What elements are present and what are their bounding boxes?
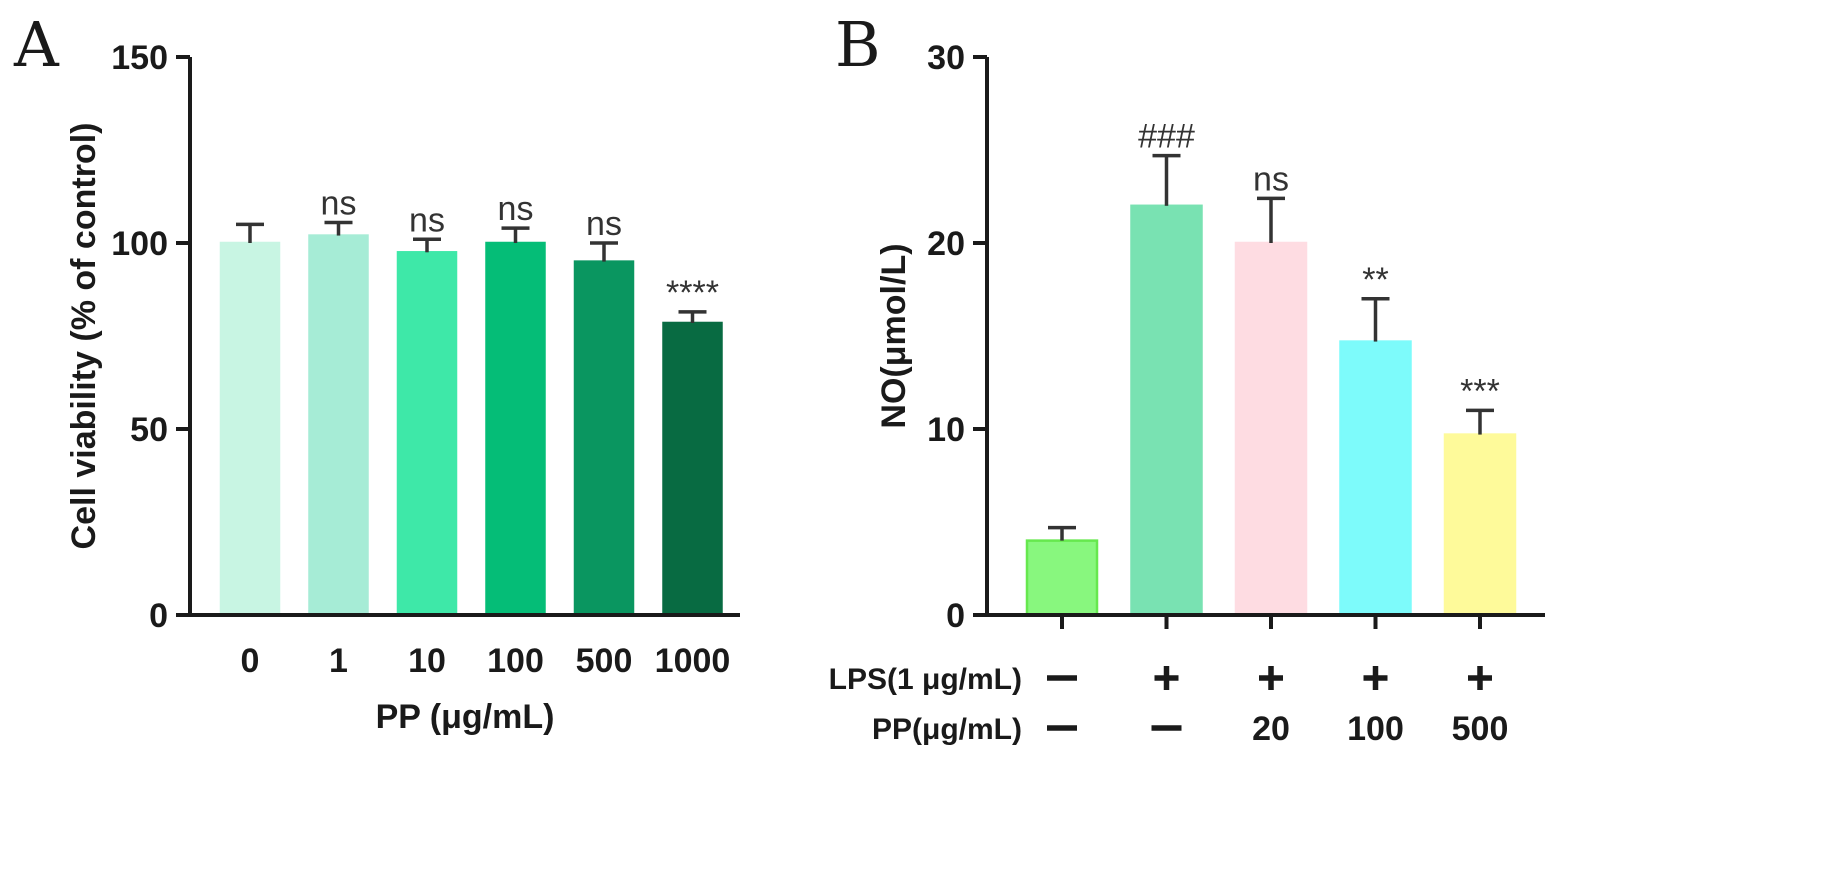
- panel-letter: A: [13, 8, 60, 81]
- x-tick-label: 500: [576, 642, 633, 680]
- panel-letter: B: [835, 8, 881, 81]
- y-tick-label: 20: [927, 225, 965, 263]
- y-tick-label: 150: [111, 39, 168, 77]
- treatment-row-value: 100: [1347, 710, 1404, 748]
- bar-100: [485, 241, 546, 617]
- treatment-row-value: 20: [1252, 710, 1290, 748]
- y-tick-label: 30: [927, 39, 965, 77]
- significance-label: ns: [498, 190, 534, 228]
- bar-5: [1443, 433, 1517, 617]
- y-tick-label: 0: [946, 597, 965, 635]
- significance-label: ****: [666, 274, 719, 312]
- y-tick-label: 0: [149, 597, 168, 635]
- plus-icon: [1154, 666, 1179, 690]
- x-tick-label: 1: [329, 642, 348, 680]
- y-tick-label: 100: [111, 225, 168, 263]
- x-tick-label: 100: [487, 642, 544, 680]
- significance-label: **: [1362, 261, 1388, 299]
- significance-label: ***: [1460, 372, 1500, 410]
- y-axis-title: NO(μmol/L): [875, 243, 913, 428]
- plus-icon: [1259, 666, 1283, 690]
- bar-0: [219, 241, 281, 617]
- significance-label: ns: [1253, 160, 1289, 198]
- plus-icon: [1468, 666, 1492, 690]
- x-tick-label: 0: [241, 642, 260, 680]
- x-tick-label: 1000: [655, 642, 731, 680]
- y-tick-label: 10: [927, 411, 965, 449]
- significance-label: ns: [409, 201, 445, 239]
- treatment-row-label: LPS(1 μg/mL): [829, 663, 1022, 696]
- treatment-row-label: PP(μg/mL): [872, 713, 1022, 746]
- x-tick-label: 10: [408, 642, 446, 680]
- bar-1000: [662, 321, 723, 617]
- bar-500: [573, 260, 635, 617]
- plus-icon: [1363, 666, 1388, 690]
- significance-label: ns: [321, 185, 357, 223]
- bar-10: [396, 251, 458, 617]
- bar-1: [1025, 539, 1099, 617]
- bar-4: [1339, 340, 1412, 617]
- y-tick-label: 50: [130, 411, 168, 449]
- significance-label: ns: [586, 205, 622, 243]
- bar-1: [308, 234, 369, 617]
- significance-label: ###: [1138, 118, 1195, 156]
- treatment-row-value: 500: [1452, 710, 1509, 748]
- x-axis-title: PP (μg/mL): [376, 698, 555, 736]
- bar-3: [1234, 241, 1308, 617]
- y-axis-title: Cell viability (% of control): [65, 123, 103, 550]
- bar-2: [1130, 204, 1203, 617]
